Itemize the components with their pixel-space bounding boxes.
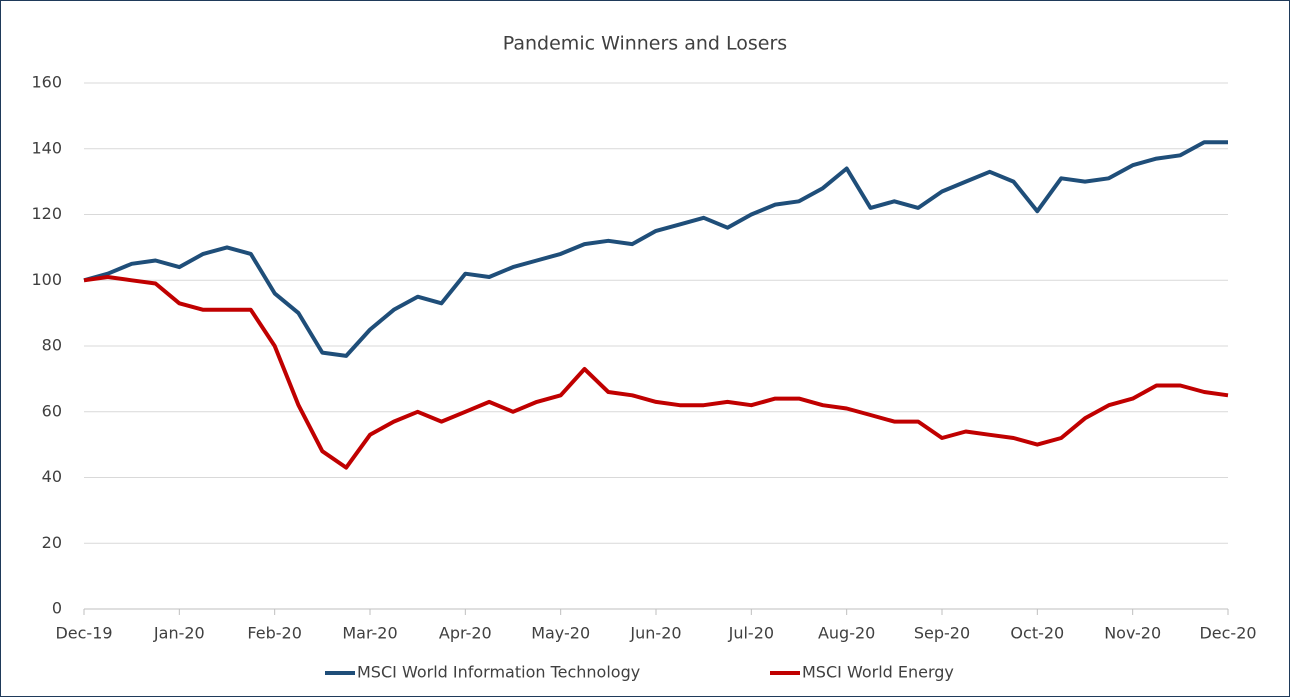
y-tick-label: 140 bbox=[31, 138, 62, 157]
y-tick-label: 0 bbox=[52, 599, 62, 618]
x-tick-label: Sep-20 bbox=[914, 624, 970, 643]
x-tick-label: Oct-20 bbox=[1010, 624, 1064, 643]
x-tick-label: Apr-20 bbox=[439, 624, 492, 643]
x-tick-label: Dec-20 bbox=[1199, 624, 1256, 643]
x-tick-label: Jun-20 bbox=[629, 624, 681, 643]
series-line bbox=[83, 275, 1229, 470]
x-tick-label: Aug-20 bbox=[818, 624, 875, 643]
y-tick-label: 120 bbox=[31, 204, 62, 223]
y-tick-label: 40 bbox=[42, 467, 62, 486]
x-tick-label: May-20 bbox=[531, 624, 590, 643]
y-tick-label: 100 bbox=[31, 270, 62, 289]
x-tick-label: Dec-19 bbox=[55, 624, 112, 643]
legend-label: MSCI World Energy bbox=[802, 663, 954, 682]
x-tick-label: Jan-20 bbox=[153, 624, 205, 643]
x-tick-label: Mar-20 bbox=[342, 624, 397, 643]
x-tick-label: Jul-20 bbox=[728, 624, 774, 643]
x-tick-label: Nov-20 bbox=[1104, 624, 1161, 643]
y-tick-label: 60 bbox=[42, 401, 62, 420]
series-line bbox=[83, 140, 1228, 358]
chart-title: Pandemic Winners and Losers bbox=[503, 33, 787, 55]
y-tick-label: 20 bbox=[42, 533, 62, 552]
legend-label: MSCI World Information Technology bbox=[357, 663, 640, 682]
x-tick-label: Feb-20 bbox=[247, 624, 301, 643]
y-tick-label: 160 bbox=[31, 73, 62, 92]
y-tick-label: 80 bbox=[42, 336, 62, 355]
